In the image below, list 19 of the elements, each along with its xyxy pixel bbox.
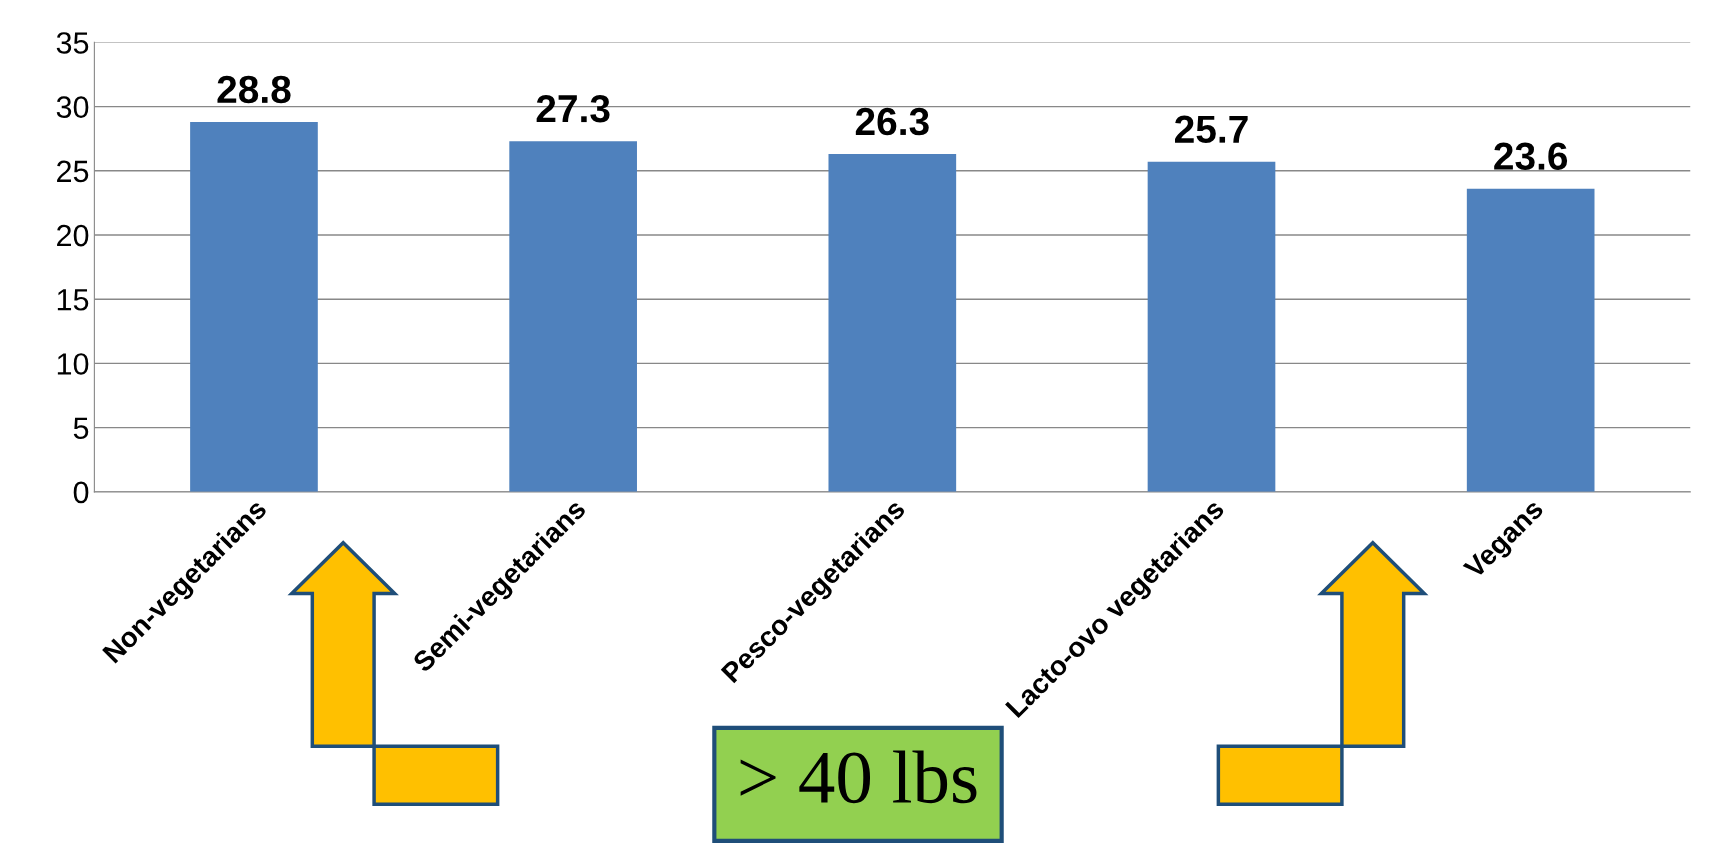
y-tick-label: 0 (73, 481, 89, 504)
y-tick-label: 20 (57, 224, 89, 247)
y-tick-label: 10 (57, 353, 89, 375)
y-tick-label: 30 (56, 96, 89, 118)
text: > 40 lbs (740, 750, 977, 804)
y-tick-label: 15 (57, 289, 89, 311)
bar (509, 141, 637, 492)
bar (190, 122, 318, 492)
y-tick-label: 25 (57, 160, 89, 183)
y-tick-label: 35 (56, 32, 89, 54)
data-label: 26.3 (855, 107, 929, 136)
bar (1466, 188, 1595, 492)
bar (828, 154, 957, 492)
data-label: 27.3 (536, 94, 610, 123)
data-label: 25.7 (1175, 115, 1248, 144)
bar (1147, 161, 1276, 492)
data-label: 23.6 (1494, 142, 1568, 171)
data-label: 28.8 (217, 75, 291, 104)
y-tick-label: 5 (73, 417, 89, 440)
